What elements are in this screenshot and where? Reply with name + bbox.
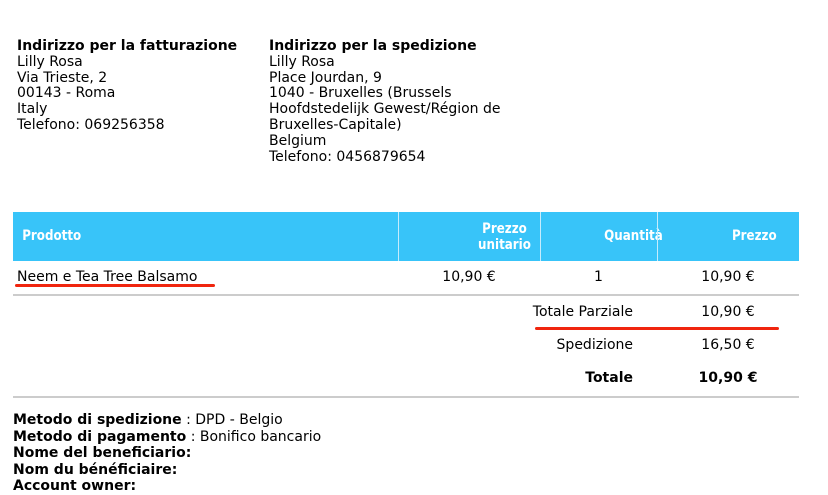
shipping-title: Indirizzo per la spedizione (269, 38, 477, 54)
address-line: 00143 - Roma (17, 85, 116, 102)
address-line: Hoofdstedelijk Gewest/Région de (269, 101, 501, 118)
address-line: Via Trieste, 2 (17, 69, 108, 86)
table-bottom-divider (13, 396, 799, 398)
address-line: Bruxelles-Capitale) (269, 116, 402, 133)
price: 10,90 € (701, 269, 755, 285)
column-divider (657, 212, 658, 261)
red-underline-annotation (535, 327, 779, 330)
address-line: Place Jourdan, 9 (269, 69, 382, 86)
beneficiary-label-it: Nome del beneficiario: (13, 445, 192, 461)
billing-title: Indirizzo per la fatturazione (17, 38, 238, 54)
table-header: Prodotto Prezzo unitario Quantità Prezzo (13, 212, 799, 261)
address-line: Telefono: 069256358 (17, 116, 165, 133)
subtotal-label: Totale Parziale (532, 304, 633, 320)
red-underline-annotation (15, 284, 215, 287)
beneficiary-label-fr: Nom du bénéficiaire: (13, 461, 178, 478)
address-line: 1040 - Bruxelles (Brussels (269, 85, 452, 102)
address-line: Lilly Rosa (17, 53, 83, 70)
quantity: 1 (594, 269, 603, 285)
header-price: Prezzo (731, 228, 777, 244)
header-product: Prodotto (22, 228, 82, 244)
address-line: Italy (17, 101, 48, 118)
column-divider (398, 212, 399, 261)
total-label: Totale (585, 370, 633, 386)
address-line: Telefono: 0456879654 (269, 148, 426, 165)
product-name: Neem e Tea Tree Balsamo (17, 269, 198, 285)
unit-price: 10,90 € (442, 269, 496, 285)
address-line: Lilly Rosa (269, 53, 335, 70)
billing-address: Indirizzo per la fatturazione Lilly Rosa… (17, 38, 238, 134)
shipping-label: Spedizione (556, 337, 633, 353)
address-line: Belgium (269, 132, 327, 149)
pay-method-value: : Bonifico bancario (186, 428, 322, 445)
pay-method-label: Metodo di pagamento (13, 428, 187, 445)
column-divider (540, 212, 541, 261)
shipping-address: Indirizzo per la spedizione Lilly Rosa P… (269, 38, 501, 165)
order-details: Metodo di spedizione : DPD - Belgio Meto… (13, 412, 321, 495)
ship-method-label: Metodo di spedizione (13, 412, 182, 428)
subtotal-value: 10,90 € (701, 304, 755, 320)
account-owner-label: Account owner: (13, 478, 137, 494)
shipping-value: 16,50 € (701, 337, 755, 353)
header-unit-price: Prezzo unitario (478, 221, 531, 253)
total-value: 10,90 € (698, 370, 758, 386)
header-quantity: Quantità (603, 228, 663, 244)
row-divider (13, 294, 799, 296)
ship-method-value: : DPD - Belgio (181, 412, 283, 428)
